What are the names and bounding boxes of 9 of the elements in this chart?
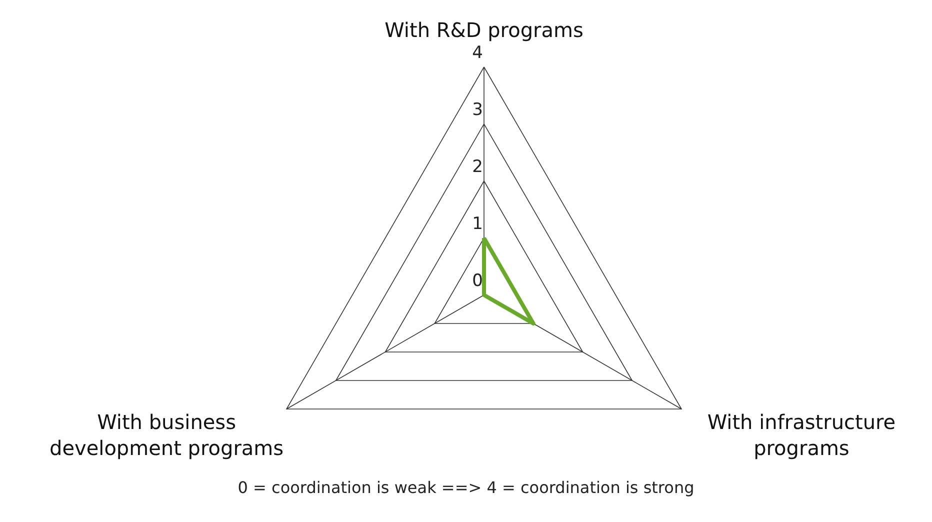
spoke-label: With business development programs — [50, 410, 284, 460]
y-tick-label: 4 — [472, 43, 483, 63]
spoke-label: With infrastructure programs — [707, 410, 896, 460]
y-tick-label: 1 — [472, 214, 483, 234]
text: 0 = coordination is weak ==> 4 = coordination is strong — [238, 478, 694, 497]
spoke-label: With R&D programs — [384, 18, 584, 42]
y-tick-label: 3 — [472, 100, 483, 120]
y-tick-label: 0 — [472, 271, 483, 291]
y-tick-label: 2 — [472, 157, 483, 177]
